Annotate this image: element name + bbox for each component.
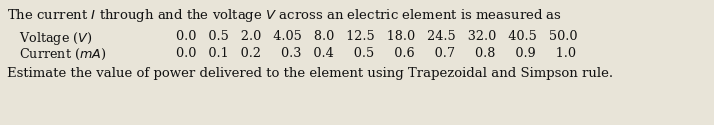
Text: 0.0   0.5   2.0   4.05   8.0   12.5   18.0   24.5   32.0   40.5   50.0: 0.0 0.5 2.0 4.05 8.0 12.5 18.0 24.5 32.0… [168,30,578,43]
Text: Voltage ($V$): Voltage ($V$) [7,30,93,47]
Text: Current ($m$$A$): Current ($m$$A$) [7,47,106,62]
Text: 0.0   0.1   0.2     0.3   0.4     0.5     0.6     0.7     0.8     0.9     1.0: 0.0 0.1 0.2 0.3 0.4 0.5 0.6 0.7 0.8 0.9 … [168,47,575,60]
Text: Estimate the value of power delivered to the element using Trapezoidal and Simps: Estimate the value of power delivered to… [7,67,613,80]
Text: The current $I$ through and the voltage $V$ across an electric element is measur: The current $I$ through and the voltage … [7,7,562,24]
